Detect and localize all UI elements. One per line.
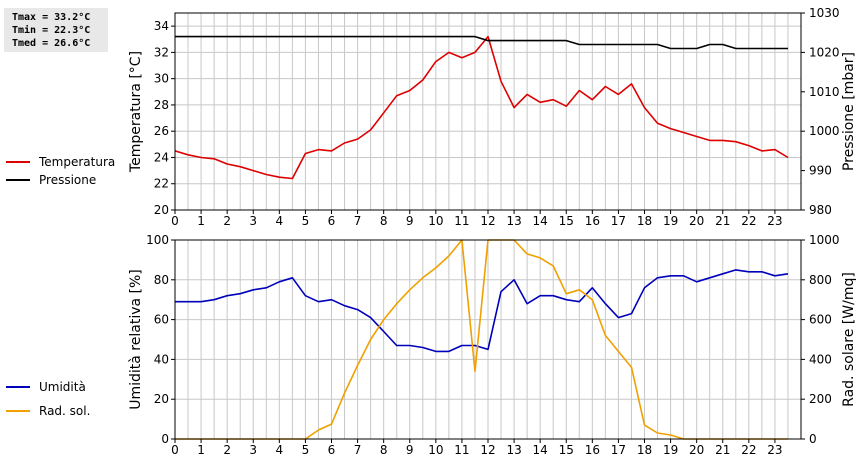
stat-tmin: Tmin = 22.3°C	[12, 25, 91, 36]
x-tick-label: 22	[741, 214, 756, 228]
y-tick-label: 26	[154, 124, 169, 138]
x-tick-label: 20	[689, 443, 704, 457]
x-tick-label: 1	[197, 443, 205, 457]
stats-box: Tmax = 33.2°C Tmin = 22.3°C Tmed = 26.6°…	[4, 8, 108, 52]
x-tick-label: 14	[533, 214, 548, 228]
x-tick-label: 13	[506, 214, 521, 228]
press-legend-label: Pressione	[39, 173, 96, 187]
y-tick-label: 28	[154, 98, 169, 112]
x-tick-label: 10	[428, 443, 443, 457]
x-tick-label: 0	[171, 214, 179, 228]
x-tick-label: 15	[559, 214, 574, 228]
rad-legend-label: Rad. sol.	[39, 404, 90, 418]
x-tick-label: 3	[249, 214, 257, 228]
x-tick-label: 2	[223, 214, 231, 228]
y2-tick-label: 200	[809, 392, 832, 406]
stat-tmax: Tmax = 33.2°C	[12, 12, 91, 23]
y2-tick-label: 1000	[809, 233, 840, 247]
top-y2-axis-title: Pressione [mbar]	[841, 52, 857, 171]
y2-tick-label: 800	[809, 273, 832, 287]
temp-legend-label: Temperatura	[38, 155, 115, 169]
y2-tick-label: 980	[809, 203, 832, 217]
temp-series-line	[174, 35, 789, 180]
x-tick-label: 23	[767, 214, 782, 228]
x-tick-label: 1	[197, 214, 205, 228]
x-tick-label: 4	[276, 214, 284, 228]
x-tick-label: 8	[380, 214, 388, 228]
x-tick-label: 18	[637, 443, 652, 457]
x-tick-label: 7	[354, 443, 362, 457]
x-tick-label: 7	[354, 214, 362, 228]
y-tick-label: 24	[154, 150, 169, 164]
x-tick-label: 15	[559, 443, 574, 457]
y2-tick-label: 990	[809, 164, 832, 178]
x-tick-label: 8	[380, 443, 388, 457]
x-tick-label: 14	[533, 443, 548, 457]
y-tick-label: 20	[154, 203, 169, 217]
x-tick-label: 4	[276, 443, 284, 457]
y2-tick-label: 1010	[809, 85, 840, 99]
hum-legend-label: Umidità	[39, 380, 86, 394]
y2-tick-label: 400	[809, 352, 832, 366]
y-tick-label: 80	[154, 273, 169, 287]
x-tick-label: 22	[741, 443, 756, 457]
x-tick-label: 16	[585, 214, 600, 228]
x-tick-label: 21	[715, 443, 730, 457]
y2-tick-label: 0	[809, 432, 817, 446]
press-series-line	[175, 35, 788, 50]
y2-tick-label: 1000	[809, 124, 840, 138]
x-tick-label: 9	[406, 443, 414, 457]
y-tick-label: 0	[161, 432, 169, 446]
x-tick-label: 23	[767, 443, 782, 457]
y-tick-label: 34	[154, 19, 169, 33]
x-tick-label: 9	[406, 214, 414, 228]
top-y-axis-title: Temperatura [°C]	[128, 51, 144, 173]
x-tick-label: 12	[480, 443, 495, 457]
x-tick-label: 17	[611, 443, 626, 457]
x-tick-label: 21	[715, 214, 730, 228]
y-tick-label: 100	[146, 233, 169, 247]
y2-tick-label: 600	[809, 313, 832, 327]
x-tick-label: 3	[249, 443, 257, 457]
y-tick-label: 60	[154, 313, 169, 327]
x-tick-label: 2	[223, 443, 231, 457]
x-tick-label: 20	[689, 214, 704, 228]
x-tick-label: 6	[328, 214, 336, 228]
x-tick-label: 10	[428, 214, 443, 228]
x-tick-label: 5	[302, 214, 310, 228]
y-tick-label: 32	[154, 45, 169, 59]
x-tick-label: 6	[328, 443, 336, 457]
x-tick-label: 11	[454, 443, 469, 457]
y-tick-label: 22	[154, 177, 169, 191]
y-tick-label: 20	[154, 392, 169, 406]
hum-series-line	[175, 269, 789, 353]
x-tick-label: 5	[302, 443, 310, 457]
bottom-y2-axis-title: Rad. solare [W/mq]	[841, 272, 857, 407]
bottom-y-axis-title: Umidità relativa [%]	[128, 269, 144, 410]
x-tick-label: 12	[480, 214, 495, 228]
rad-series-line	[175, 239, 788, 440]
x-tick-label: 17	[611, 214, 626, 228]
x-tick-label: 11	[454, 214, 469, 228]
y2-tick-label: 1020	[809, 45, 840, 59]
x-tick-label: 13	[506, 443, 521, 457]
x-tick-label: 0	[171, 443, 179, 457]
stat-tmed: Tmed = 26.6°C	[12, 38, 91, 49]
y-tick-label: 40	[154, 352, 169, 366]
x-tick-label: 19	[663, 214, 678, 228]
x-tick-label: 19	[663, 443, 678, 457]
x-tick-label: 16	[585, 443, 600, 457]
y2-tick-label: 1030	[809, 6, 840, 20]
y-tick-label: 30	[154, 72, 169, 86]
x-tick-label: 18	[637, 214, 652, 228]
